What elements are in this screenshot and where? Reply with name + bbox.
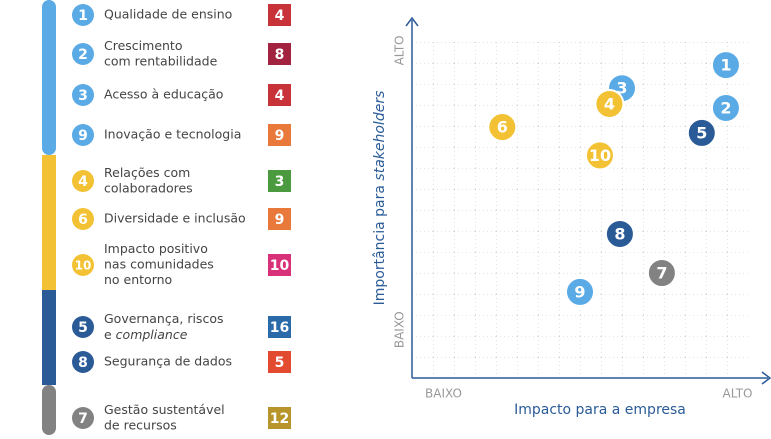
y-arrow (405, 16, 419, 27)
item-label: Crescimento (104, 38, 182, 53)
text-italic: stakeholders (372, 91, 388, 181)
x-tick-label: BAIXO (425, 387, 462, 401)
point-label: 8 (614, 224, 625, 243)
point-label: 3 (616, 79, 627, 98)
x-axis-title: Impacto para a empresa (514, 402, 686, 418)
score: 9 (275, 212, 285, 228)
point-label: 9 (574, 282, 585, 301)
item-icon (72, 170, 94, 192)
score: 10 (270, 258, 290, 274)
item-label: Inovação e tecnologia (104, 127, 241, 142)
score-badge (268, 170, 291, 192)
item-number: 10 (75, 259, 92, 273)
item-label: Diversidade e inclusão (104, 211, 246, 226)
y-axis-title: Importância para stakeholders (372, 91, 388, 306)
item-number: 9 (78, 128, 88, 144)
item-label: com rentabilidade (104, 53, 218, 68)
item-icon (72, 254, 94, 276)
item-label: Segurança de dados (104, 354, 232, 369)
item-label: Qualidade de ensino (104, 7, 232, 22)
item-number: 7 (78, 411, 88, 427)
score-badge (268, 84, 291, 106)
point (487, 112, 518, 143)
item-icon (72, 316, 94, 338)
item-label: Acesso à educação (104, 87, 223, 102)
score-badge (268, 351, 291, 373)
point-label: 10 (589, 146, 611, 165)
item-label: Governança, riscos (104, 311, 223, 326)
point-label: 1 (720, 56, 731, 75)
score-badge (268, 208, 291, 230)
group-bar (42, 0, 56, 155)
item-icon (72, 43, 94, 65)
item-number: 3 (78, 88, 88, 104)
point (584, 140, 615, 171)
item-icon (72, 4, 94, 26)
x-arrow (761, 371, 771, 385)
point (686, 117, 717, 148)
item-label: Relações com (104, 165, 190, 180)
item-number: 1 (78, 8, 88, 24)
point-label: 5 (696, 123, 707, 142)
score: 8 (275, 47, 285, 63)
point (594, 88, 625, 119)
item-label: Gestão sustentável (104, 402, 225, 417)
score: 16 (270, 320, 289, 336)
score-badge (268, 4, 291, 26)
point-label: 2 (720, 98, 731, 117)
item-label: e compliance (104, 326, 188, 341)
group-bar (42, 385, 56, 435)
item-number: 4 (78, 174, 88, 190)
item-label: nas comunidades (104, 257, 214, 272)
score: 4 (275, 8, 285, 24)
score: 12 (270, 411, 289, 427)
point-label: 6 (497, 118, 508, 137)
item-label: no entorno (104, 272, 172, 287)
item-number: 6 (78, 212, 88, 228)
group-bar (42, 155, 56, 290)
item-label: Impacto positivo (104, 241, 208, 256)
item-number: 2 (78, 47, 88, 63)
item-icon (72, 351, 94, 373)
text-part: e (104, 326, 116, 341)
item-icon (72, 407, 94, 429)
score: 5 (275, 355, 285, 371)
score: 9 (275, 128, 285, 144)
item-label: colaboradores (104, 180, 193, 195)
score-badge (268, 316, 291, 338)
point (646, 258, 677, 288)
item-icon (72, 124, 94, 146)
point-label: 4 (604, 94, 615, 113)
score: 3 (275, 174, 285, 190)
point (604, 218, 635, 249)
score-badge (268, 124, 291, 146)
point-label: 7 (656, 264, 667, 283)
item-icon (72, 208, 94, 230)
item-number: 5 (78, 320, 88, 336)
text-italic: compliance (116, 326, 188, 341)
x-tick-label: ALTO (722, 387, 752, 401)
score-badge (268, 43, 291, 65)
item-number: 8 (78, 355, 88, 371)
item-icon (72, 84, 94, 106)
y-tick-label: ALTO (393, 35, 407, 65)
grid (412, 42, 748, 378)
point (710, 92, 741, 123)
score-badge (268, 407, 291, 429)
group-bar (42, 290, 56, 385)
item-label: de recursos (104, 417, 177, 432)
y-tick-label: BAIXO (393, 311, 407, 348)
score: 4 (275, 88, 285, 104)
text-part: Importância para (372, 181, 388, 306)
score-badge (268, 254, 291, 276)
point (565, 276, 595, 307)
point (710, 50, 741, 81)
